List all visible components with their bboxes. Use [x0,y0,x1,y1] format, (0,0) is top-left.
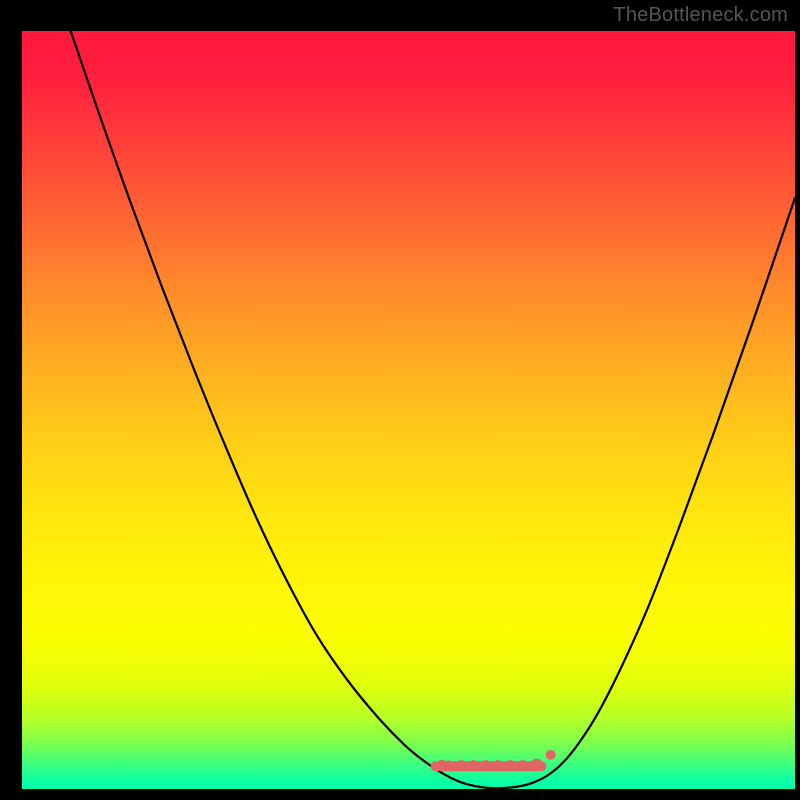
floor-bump [518,760,527,769]
frame-bottom [0,789,800,800]
floor-glyph-layer [22,31,795,789]
floor-bump [469,760,478,769]
floor-bump [494,760,503,769]
floor-end-dot [546,750,556,760]
bottleneck-chart [22,31,795,789]
frame-right [795,0,800,800]
watermark-text: TheBottleneck.com [613,4,788,27]
frame-left [0,0,22,800]
floor-bump [506,760,515,769]
floor-bump [481,760,490,769]
floor-bump [457,760,466,769]
floor-bump [531,759,543,771]
floor-bump [445,760,453,768]
